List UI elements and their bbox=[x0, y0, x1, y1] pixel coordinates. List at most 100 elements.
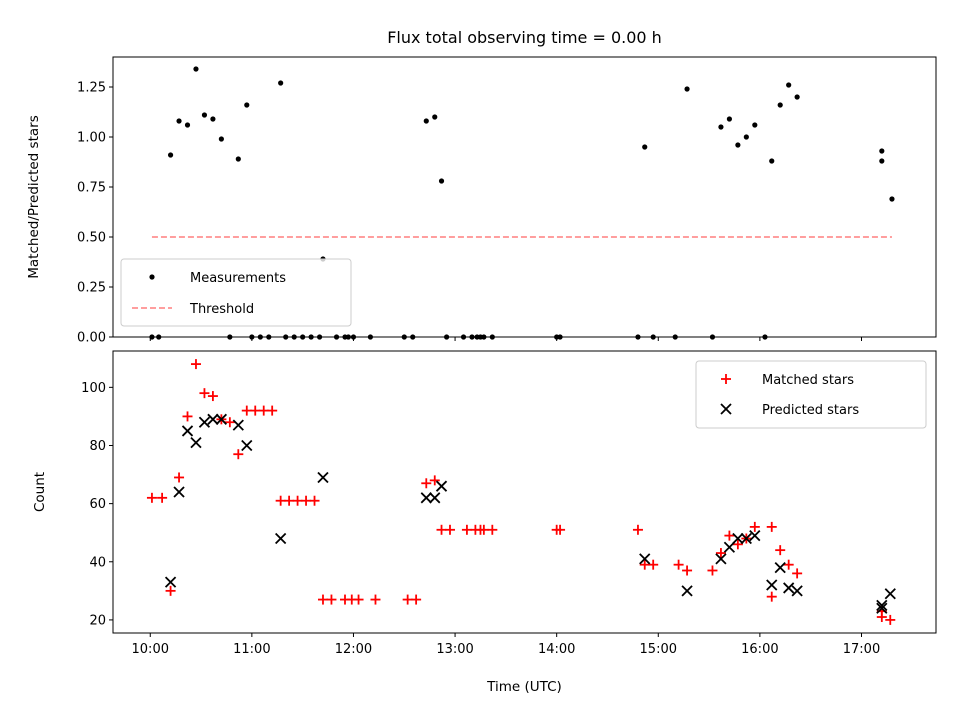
predicted-star-point bbox=[207, 413, 219, 425]
predicted-star-point bbox=[275, 532, 287, 545]
measurement-point bbox=[444, 334, 450, 340]
measurement-point bbox=[777, 102, 783, 108]
measurement-point bbox=[650, 334, 656, 340]
matched-star-point bbox=[775, 545, 786, 556]
matched-star-point bbox=[429, 475, 440, 486]
measurement-point bbox=[410, 334, 416, 340]
x-marker-b bbox=[317, 471, 329, 484]
legend-key-matched-stars bbox=[721, 374, 731, 384]
matched-star-point bbox=[444, 524, 455, 535]
predicted-star-point bbox=[190, 436, 202, 449]
matched-star-point bbox=[461, 524, 472, 535]
x-marker-b bbox=[173, 486, 185, 498]
top-series-layer bbox=[149, 66, 895, 340]
matched-star-point bbox=[241, 405, 252, 416]
x-marker-b bbox=[164, 576, 177, 588]
predicted-star-point bbox=[215, 413, 228, 425]
measurement-point bbox=[438, 178, 445, 184]
matched-star-point bbox=[326, 594, 337, 605]
legend-label-matched-stars: Matched stars bbox=[762, 373, 854, 388]
measurement-point bbox=[743, 134, 749, 140]
axis-ticks-layer: 0.00 0.25 0.50 0.75 1.00 1.25 20 40 60 80 100 10:00… bbox=[77, 81, 880, 658]
x-marker-b bbox=[723, 541, 736, 553]
predicted-star-point bbox=[740, 532, 752, 545]
measurement-point bbox=[184, 122, 191, 128]
measurement-point bbox=[432, 114, 438, 120]
x-marker-b bbox=[190, 436, 202, 449]
legend-label-measurements: Measurements bbox=[190, 271, 286, 286]
matched-star-point bbox=[284, 495, 295, 506]
x-marker-b bbox=[740, 532, 752, 545]
predicted-star-point bbox=[420, 492, 432, 504]
x-marker-b bbox=[232, 419, 244, 431]
measurement-point bbox=[193, 66, 199, 72]
matched-star-point bbox=[182, 411, 193, 422]
matched-star-point bbox=[275, 495, 286, 506]
predicted-star-point bbox=[639, 553, 651, 565]
bottom-legend-keys bbox=[720, 374, 732, 415]
top-y-tick-label: 0.25 bbox=[77, 281, 106, 296]
measurement-point bbox=[752, 122, 758, 128]
x-marker-b bbox=[420, 492, 432, 504]
matched-star-point bbox=[436, 524, 447, 535]
matched-star-point bbox=[190, 359, 201, 370]
predicted-star-point bbox=[715, 553, 727, 565]
measurement-point bbox=[401, 334, 407, 340]
matched-star-point bbox=[301, 495, 312, 506]
matched-star-point bbox=[766, 591, 777, 602]
x-marker-b bbox=[275, 532, 287, 545]
top-legend-box bbox=[120, 258, 352, 327]
legend-key-measurements bbox=[149, 274, 155, 280]
measurement-point bbox=[316, 334, 323, 340]
measurement-point bbox=[642, 144, 648, 150]
x-tick-label: 11:00 bbox=[233, 642, 270, 657]
predicted-star-point bbox=[766, 579, 778, 591]
measurement-point bbox=[735, 142, 741, 148]
measurement-point bbox=[176, 118, 182, 124]
measurement-point bbox=[481, 334, 487, 340]
measurement-point bbox=[167, 152, 174, 158]
x-marker-b bbox=[241, 439, 253, 452]
matched-star-point bbox=[165, 585, 176, 596]
measurement-point bbox=[156, 334, 162, 340]
measurement-point bbox=[278, 80, 284, 86]
x-marker-b bbox=[766, 579, 778, 591]
measurement-point bbox=[469, 334, 475, 340]
matched-star-point bbox=[732, 539, 743, 550]
top-y-tick-label: 1.00 bbox=[77, 131, 106, 146]
predicted-star-point bbox=[198, 416, 211, 428]
legend-label-threshold: Threshold bbox=[189, 302, 254, 317]
legend-key-predicted-stars bbox=[720, 403, 732, 415]
predicted-star-point bbox=[232, 419, 244, 431]
x-marker-b bbox=[429, 492, 441, 504]
x-marker-b bbox=[198, 416, 211, 428]
predicted-star-point bbox=[884, 588, 896, 600]
top-legend-keys bbox=[132, 274, 172, 309]
top-y-tick-label: 1.25 bbox=[77, 81, 106, 96]
matched-star-point bbox=[402, 594, 413, 605]
x-marker-b bbox=[207, 413, 219, 425]
bottom-y-axis-label: Count bbox=[32, 472, 48, 512]
predicted-star-point bbox=[435, 480, 448, 492]
matched-star-point bbox=[199, 388, 210, 399]
matched-star-point bbox=[673, 559, 684, 570]
measurement-point bbox=[786, 82, 792, 88]
measurement-point bbox=[726, 116, 733, 122]
matched-star-point bbox=[411, 594, 422, 605]
matched-star-point bbox=[317, 594, 328, 605]
predicted-star-point bbox=[876, 602, 888, 614]
matched-star-point bbox=[707, 565, 718, 576]
measurement-point bbox=[210, 116, 216, 122]
measurement-point bbox=[235, 156, 241, 162]
top-y-axis-label: Matched/Predicted stars bbox=[26, 115, 42, 278]
predicted-star-point bbox=[429, 492, 441, 504]
matched-star-point bbox=[715, 548, 726, 559]
bottom-legend: Matched stars Predicted stars bbox=[695, 360, 927, 429]
x-tick-label: 10:00 bbox=[132, 642, 169, 657]
measurement-point bbox=[762, 334, 768, 340]
matched-star-point bbox=[639, 559, 650, 570]
measurement-point bbox=[333, 334, 340, 340]
measurement-point bbox=[672, 334, 678, 340]
matched-star-point bbox=[885, 614, 896, 625]
